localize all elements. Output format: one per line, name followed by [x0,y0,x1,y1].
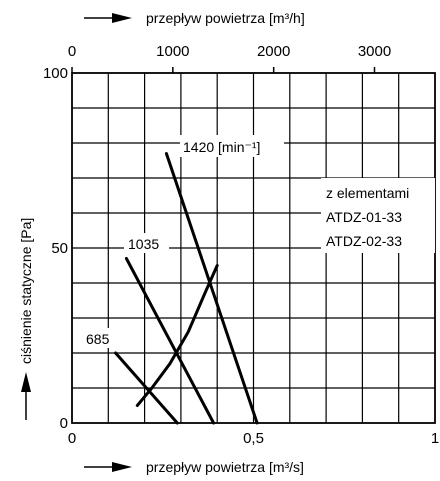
x-tick-label: 0,5 [243,430,264,447]
x-axis-arrow-head [112,462,132,472]
series-layer [114,152,259,425]
series-line-3 [135,264,219,407]
annotation-line-1: z elementami [326,185,409,201]
top-axis-tick-label: 1000 [156,43,189,60]
series-line-0 [164,152,259,425]
y-axis-title: ciśnienie statyczne [Pa] [18,218,34,364]
label-bg-1420 [180,135,284,157]
label-bg-685 [84,328,116,348]
x-tick-label: 0 [68,430,76,447]
series-label-1035: 1035 [128,236,159,252]
label-bg-1035 [124,233,169,253]
top-axis-tick-label: 0 [68,43,76,60]
series-label-1420: 1420 [min⁻¹] [183,139,260,155]
top-axis-title: przepływ powietrza [m³/h] [146,10,305,26]
annotation-line-3: ATDZ-02-33 [326,233,402,249]
series-label-685: 685 [86,331,110,347]
top-axis-tick-label: 3000 [358,43,391,60]
y-tick-label: 100 [43,65,68,82]
y-tick-label: 50 [51,240,68,257]
x-axis-title: przepływ powietrza [m³/s] [146,459,304,475]
series-line-2 [114,351,179,425]
y-tick-label: 0 [60,415,68,432]
top-axis-arrow-head [112,13,132,23]
top-axis-tick-label: 2000 [257,43,290,60]
annotation-bg [321,178,435,253]
x-tick-label: 1 [431,430,439,447]
annotation-line-2: ATDZ-01-33 [326,209,402,225]
series-line-1 [124,257,216,425]
y-axis-title-group: ciśnienie statyczne [Pa] [18,218,34,420]
y-axis-arrow-head [21,372,31,392]
